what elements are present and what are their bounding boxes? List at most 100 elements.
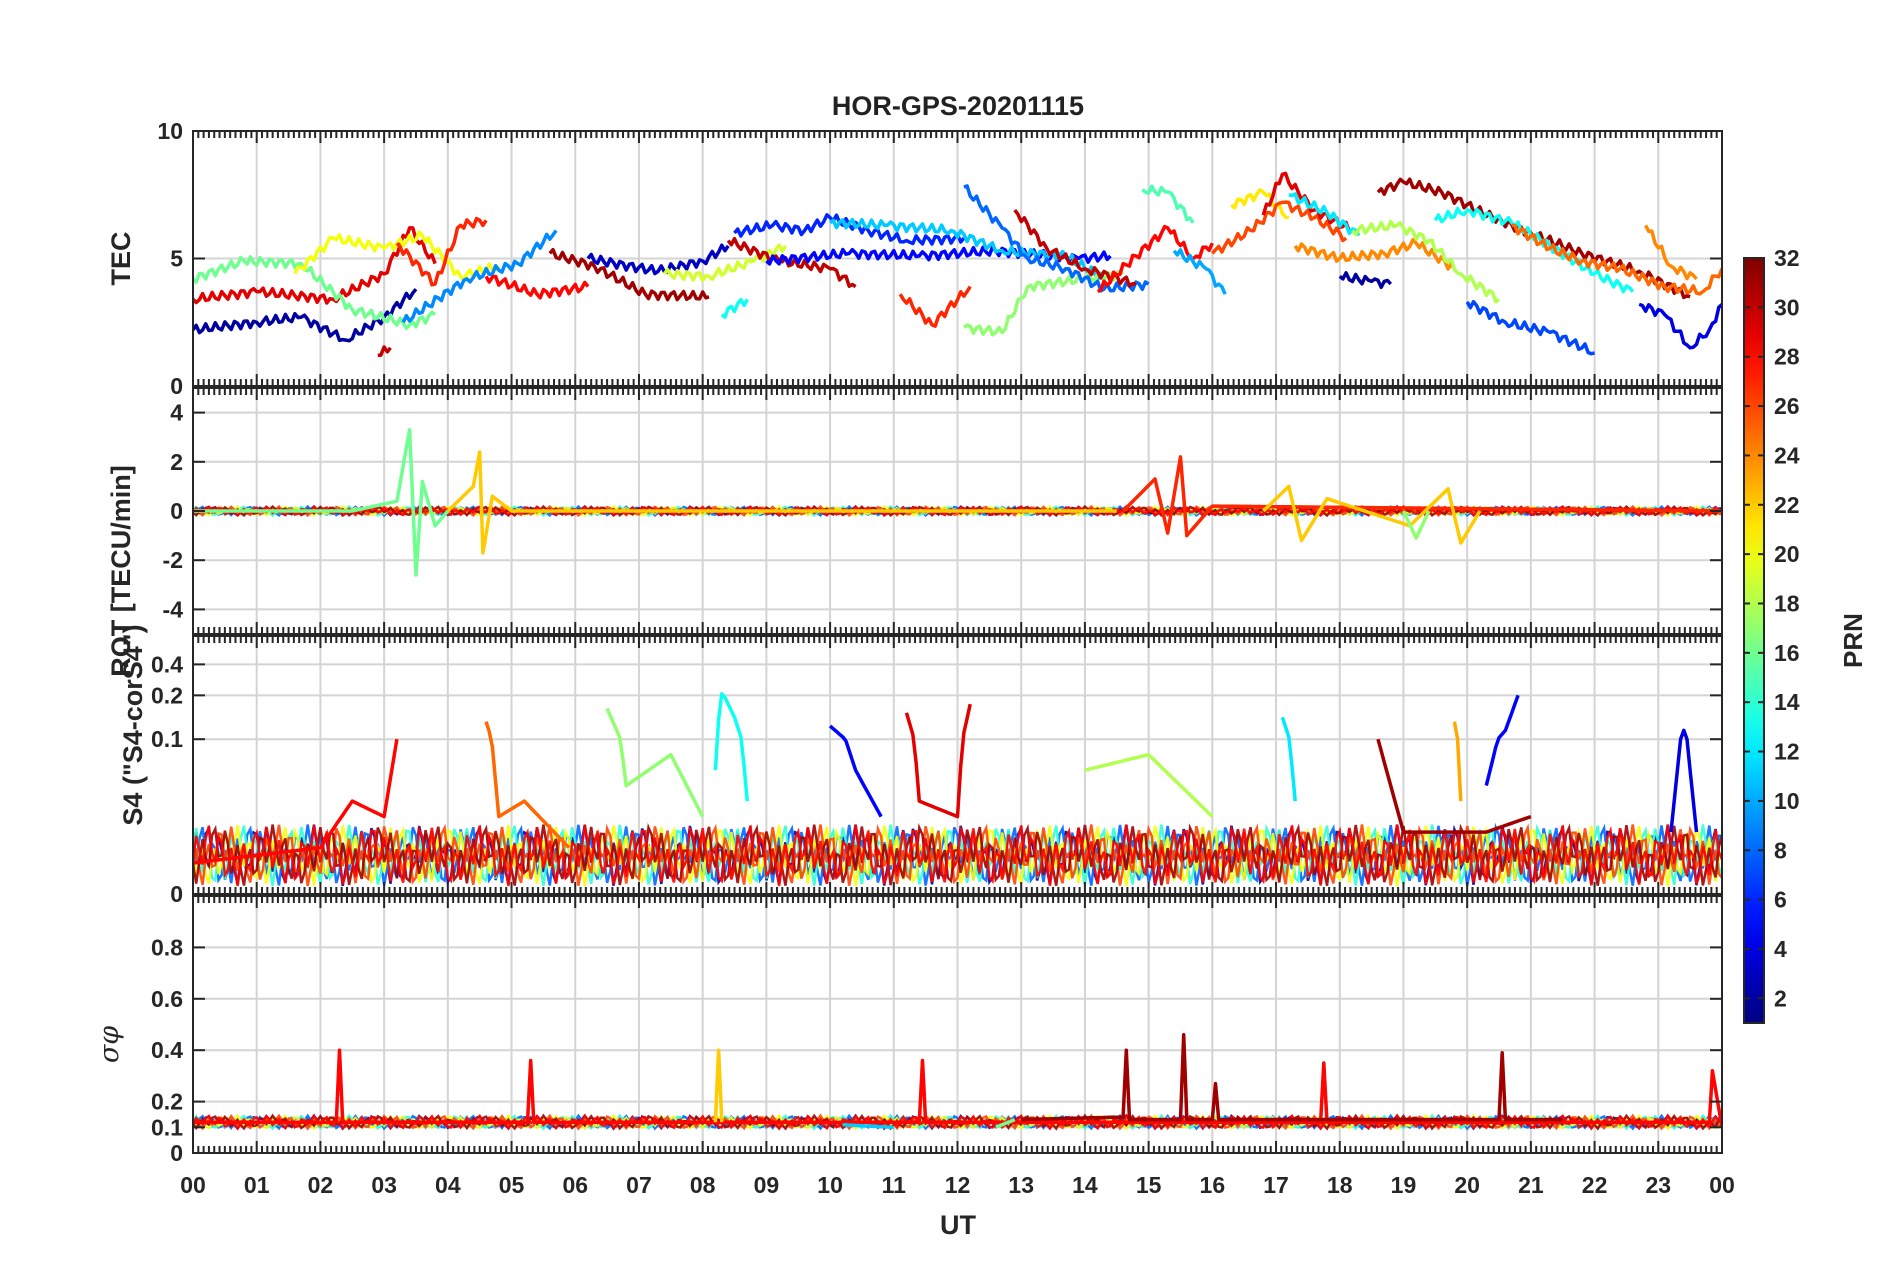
series-line-prn-2 xyxy=(1338,271,1392,290)
y-tick-label: 0.1 xyxy=(151,726,183,752)
x-tick-label: 23 xyxy=(1645,1172,1671,1198)
y-tick-label: 0.2 xyxy=(151,682,183,708)
series-line-prn-22 xyxy=(446,450,1117,555)
x-tick-label: 07 xyxy=(626,1172,652,1198)
series-line-prn-7 xyxy=(1465,299,1596,356)
series-line-prn-11 xyxy=(842,1122,894,1130)
y-tick-label: 0 xyxy=(170,373,183,399)
series-line-prn-23 xyxy=(1452,721,1463,802)
series-line-prn-12 xyxy=(1288,192,1361,237)
x-tick-label: 22 xyxy=(1582,1172,1608,1198)
y-tick-label: 0 xyxy=(170,1140,183,1166)
colorbar-tick-label: 28 xyxy=(1774,344,1800,370)
y-tick-label: 0.1 xyxy=(151,1114,183,1140)
x-tick-label: 00 xyxy=(180,1172,206,1198)
x-tick-label: 20 xyxy=(1454,1172,1480,1198)
series-line-prn-27 xyxy=(1121,455,1722,538)
colorbar-label: PRN xyxy=(1838,613,1868,668)
colorbar-tick-label: 2 xyxy=(1774,985,1787,1011)
series-line-prn-16 xyxy=(995,1117,1016,1129)
series-line-prn-26 xyxy=(1210,200,1348,255)
colorbar-tick-label: 18 xyxy=(1774,590,1800,616)
series-line-prn-15 xyxy=(1141,184,1195,224)
panel-s4: 0 0.1 0.2 0.4S4 ("S4-corS4") xyxy=(118,624,1723,907)
noise-trace xyxy=(193,823,1722,887)
series-group xyxy=(193,428,1722,577)
x-tick-label: 06 xyxy=(562,1172,588,1198)
series-line-prn-13 xyxy=(720,297,749,319)
series-line-prn-31 xyxy=(548,247,710,302)
series-line-prn-25 xyxy=(1511,223,1722,296)
y-tick-label: 0.8 xyxy=(151,934,183,960)
colorbar-tick-label: 32 xyxy=(1774,245,1800,271)
colorbar-tick-label: 12 xyxy=(1774,739,1800,765)
series-group xyxy=(193,171,1722,358)
colorbar-tick-label: 22 xyxy=(1774,492,1800,518)
y-tick-label: 10 xyxy=(157,118,183,144)
series-line-prn-17 xyxy=(962,269,1125,337)
series-line-prn-27 xyxy=(898,285,972,328)
colorbar-tick-label: 16 xyxy=(1774,640,1800,666)
x-tick-label: 21 xyxy=(1518,1172,1544,1198)
series-line-prn-30 xyxy=(726,236,857,289)
y-tick-label: 4 xyxy=(170,400,183,426)
y-tick-label: 0 xyxy=(170,498,183,524)
series-line-prn-24 xyxy=(1644,224,1698,281)
series-line-prn-28 xyxy=(484,274,590,300)
x-tick-label: 16 xyxy=(1200,1172,1226,1198)
panel-sigma: 00.10.2 0.4 0.6 0.8 σφ xyxy=(94,895,1723,1166)
x-tick-label: 18 xyxy=(1327,1172,1353,1198)
x-tick-label: 11 xyxy=(882,1172,907,1198)
panel-tec: 0 5 10 TEC xyxy=(106,118,1723,399)
y-tick-label: 5 xyxy=(170,246,183,272)
series-line-prn-19 xyxy=(662,243,788,283)
y-axis-label: TEC xyxy=(106,232,136,286)
series-line-prn-25 xyxy=(484,721,571,849)
x-tick-label: 15 xyxy=(1136,1172,1162,1198)
series-line-prn-5 xyxy=(828,724,883,818)
series-line-prn-22 xyxy=(713,1048,724,1123)
x-tick-label: 19 xyxy=(1391,1172,1417,1198)
y-tick-label: 0.4 xyxy=(151,1037,183,1063)
y-tick-label: 0.4 xyxy=(151,651,183,677)
series-line-prn-17 xyxy=(1401,510,1431,540)
y-tick-label: 0.6 xyxy=(151,986,183,1012)
colorbar-tick-label: 24 xyxy=(1774,442,1800,468)
series-line-prn-28 xyxy=(193,1048,1722,1128)
series-line-prn-10 xyxy=(1172,248,1227,295)
x-tick-label: 00 xyxy=(1709,1172,1735,1198)
colorbar-tick-label: 30 xyxy=(1774,294,1800,320)
y-axis-label: S4 ("S4-corS4") xyxy=(118,624,148,825)
colorbar-tick-label: 26 xyxy=(1774,393,1800,419)
series-line-prn-4 xyxy=(1638,302,1722,350)
x-tick-label: 08 xyxy=(690,1172,716,1198)
x-tick-label: 12 xyxy=(945,1172,971,1198)
x-tick-label: 09 xyxy=(754,1172,780,1198)
noise-trace xyxy=(193,824,1722,887)
colorbar-tick-label: 8 xyxy=(1774,837,1787,863)
series-line-prn-12 xyxy=(1280,716,1297,802)
y-tick-label: -2 xyxy=(163,547,183,573)
y-axis-label: σφ xyxy=(94,1026,125,1063)
series-line-prn-2 xyxy=(193,287,418,343)
series-line-prn-29 xyxy=(193,226,437,305)
x-tick-label: 03 xyxy=(371,1172,397,1198)
x-tick-label: 13 xyxy=(1008,1172,1034,1198)
x-tick-labels: 00 01 02 03 04 05 06 07 08 09 10 11 12 13 14 15 16 17 18 19… xyxy=(180,1172,1735,1198)
x-tick-label: 17 xyxy=(1263,1172,1289,1198)
series-line-prn-8 xyxy=(963,184,1150,293)
series-line-prn-5 xyxy=(1484,694,1520,787)
colorbar-tick-label: 14 xyxy=(1774,689,1800,715)
colorbar-tick-label: 20 xyxy=(1774,541,1800,567)
series-line-prn-17 xyxy=(605,707,705,818)
x-tick-label: 01 xyxy=(244,1172,270,1198)
series-line-prn-29 xyxy=(904,703,972,819)
series-line-prn-27 xyxy=(395,216,488,287)
colorbar-tick-label: 4 xyxy=(1774,936,1787,962)
x-tick-label: 02 xyxy=(308,1172,334,1198)
x-tick-label: 04 xyxy=(435,1172,461,1198)
series-line-prn-3 xyxy=(586,243,730,276)
chart-title: HOR-GPS-20201115 xyxy=(832,91,1084,121)
series-line-prn-18 xyxy=(1084,752,1214,818)
